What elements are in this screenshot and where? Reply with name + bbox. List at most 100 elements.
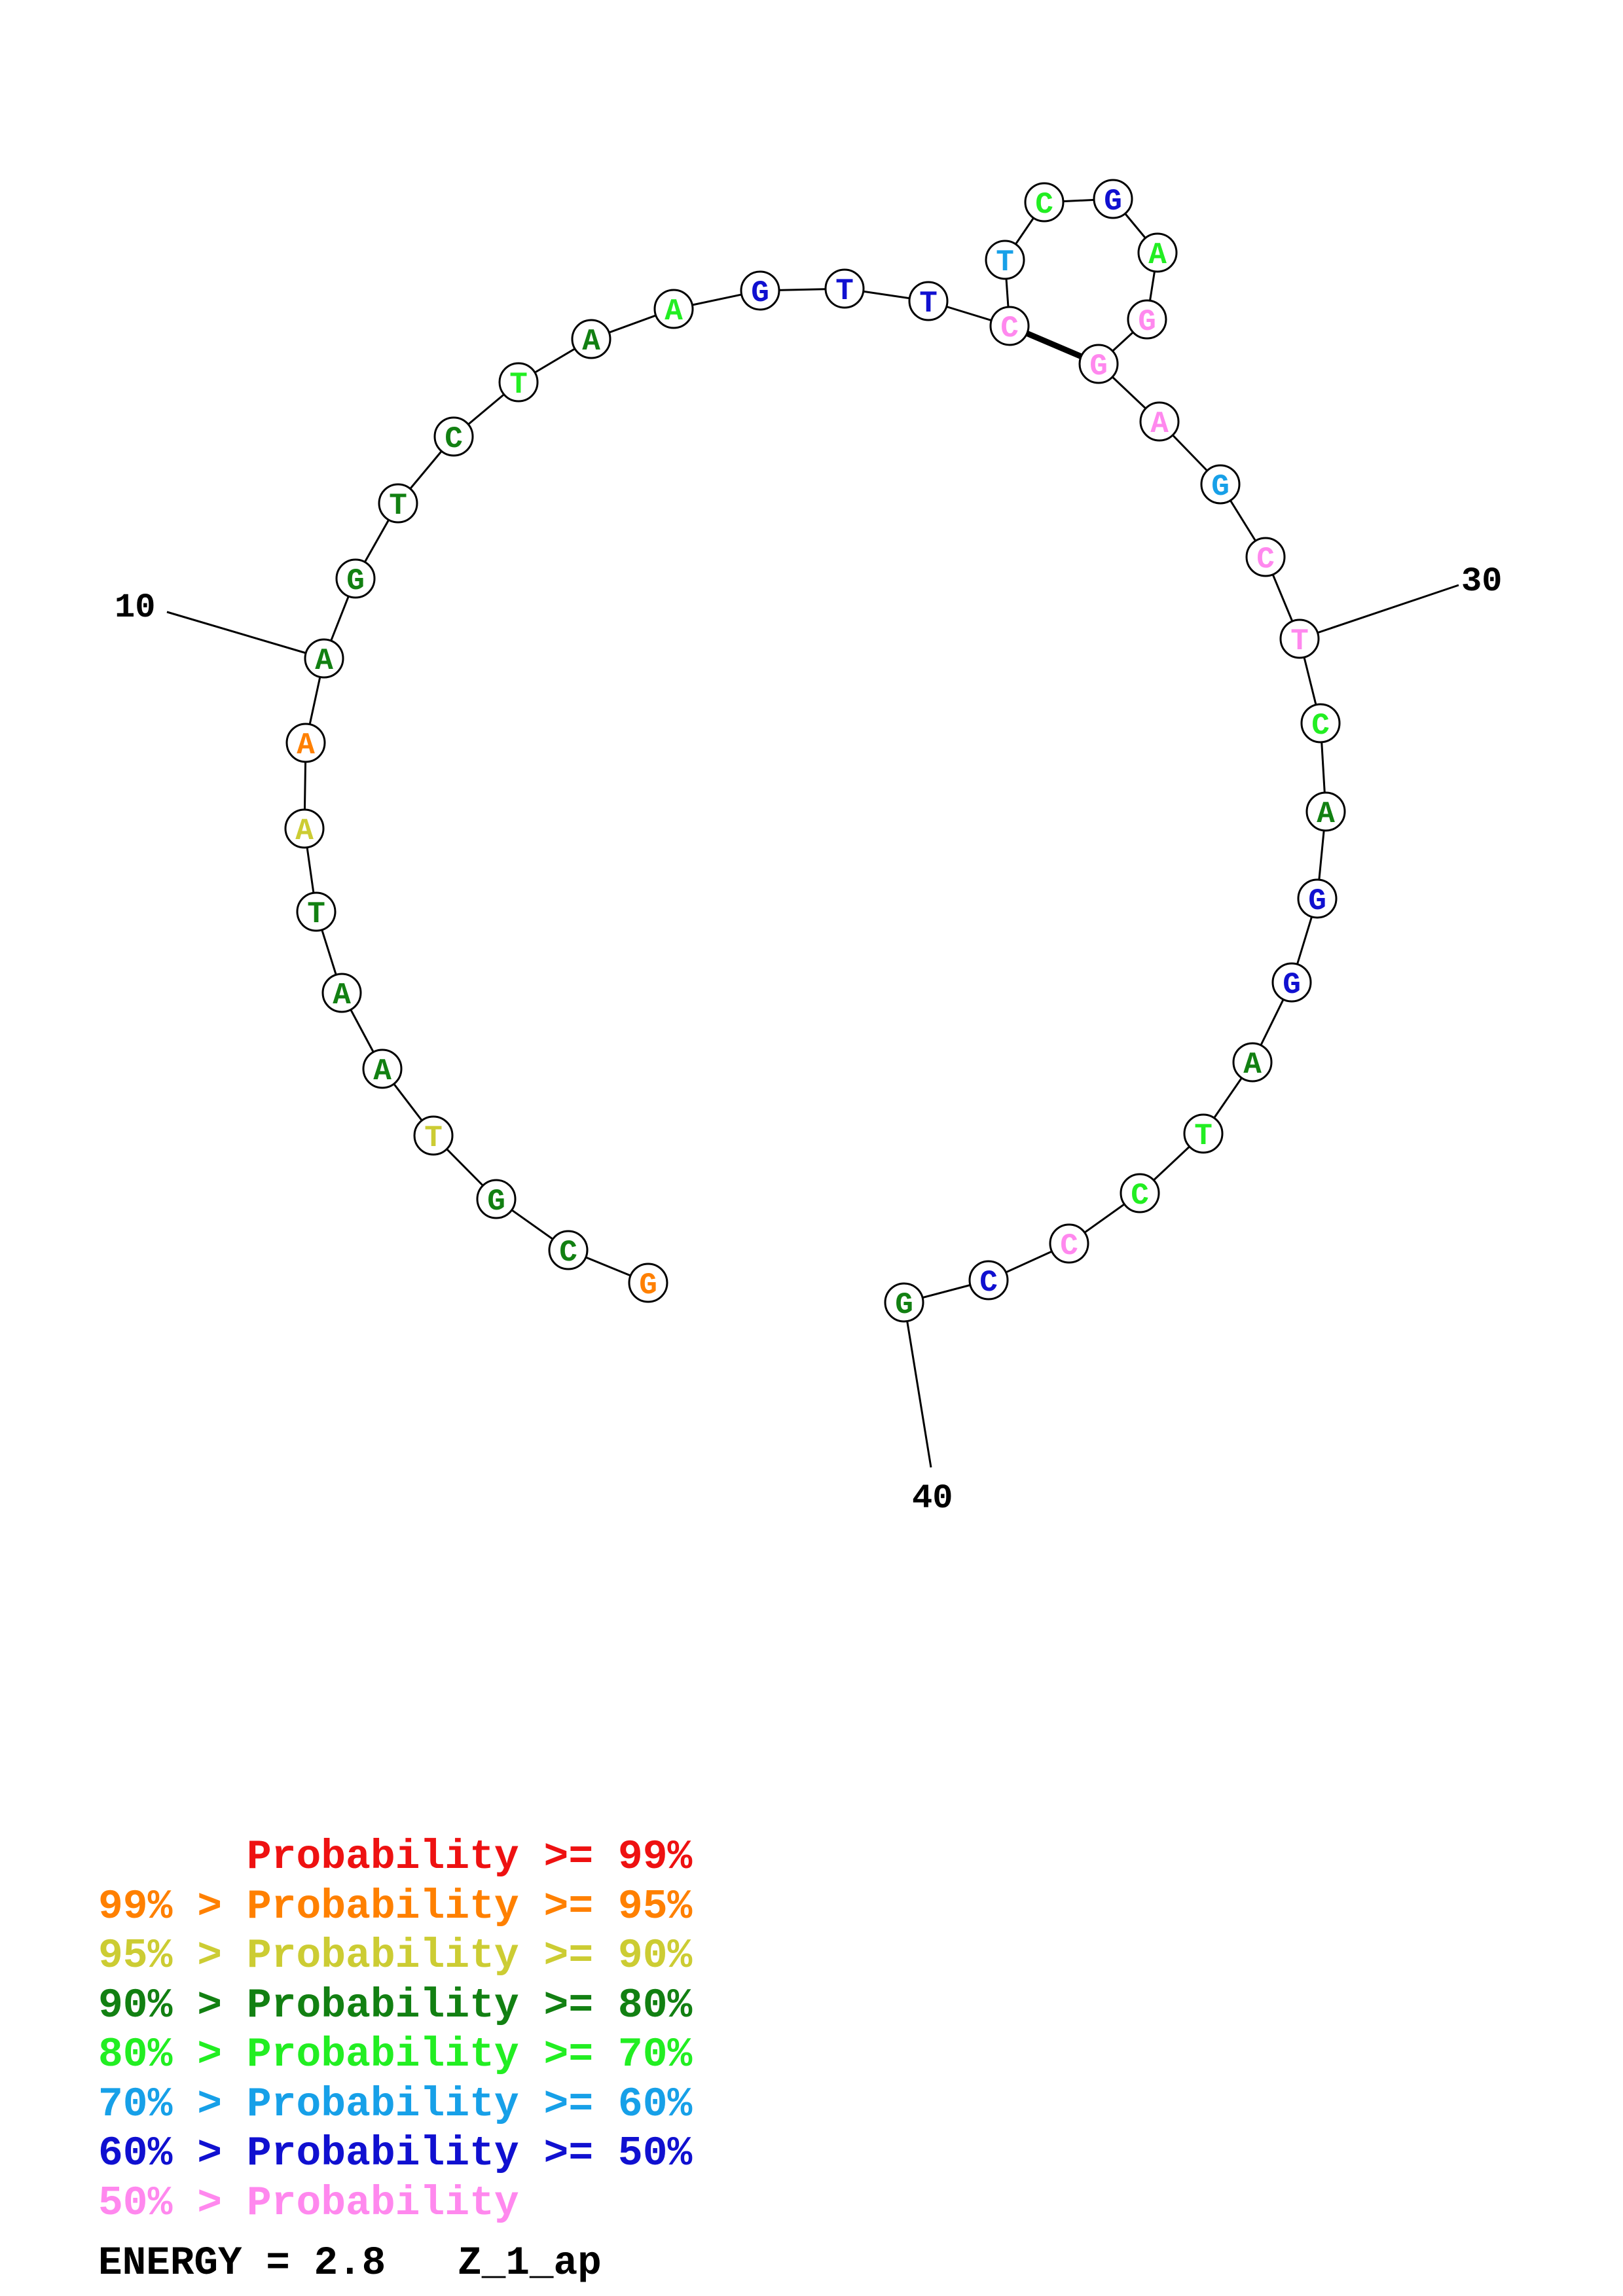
legend-line-95: 99% > Probability >= 95% — [98, 1883, 693, 1930]
nucleotide-3: G — [476, 1179, 517, 1219]
nucleotide-circle — [1139, 401, 1180, 442]
nucleotide-circle — [296, 891, 337, 932]
nucleotide-36: T — [1183, 1113, 1224, 1154]
nucleotide-letter: A — [1150, 407, 1169, 441]
nucleotide-25: G — [1127, 299, 1167, 340]
position-labels: 10 30 40 — [115, 562, 1502, 1518]
nucleotide-30: T — [1279, 619, 1320, 659]
nucleotide-16: A — [653, 289, 694, 329]
position-label-tick — [903, 1302, 932, 1468]
nucleotide-letter: C — [1060, 1229, 1078, 1263]
nucleotide-circle — [985, 240, 1025, 280]
nucleotide-24: A — [1137, 232, 1178, 273]
nucleotide-circle — [362, 1049, 403, 1089]
nucleotide-15: A — [571, 319, 611, 359]
nucleotide-6: A — [321, 973, 362, 1013]
nucleotide-circle — [1137, 232, 1178, 273]
nucleotide-letter: T — [1290, 624, 1309, 658]
nucleotide-33: G — [1297, 878, 1338, 919]
nucleotide-letter: G — [346, 564, 365, 598]
position-label-40: 40 — [912, 1479, 953, 1518]
legend-line-60: 70% > Probability >= 60% — [98, 2081, 693, 2128]
nucleotide-11: G — [335, 558, 376, 599]
nucleotide-35: A — [1232, 1042, 1273, 1083]
nucleotide-letter: T — [1194, 1119, 1213, 1153]
nucleotide-letter: C — [445, 422, 463, 456]
nucleotide-38: C — [1049, 1223, 1089, 1264]
nucleotide-letter: T — [307, 897, 325, 931]
nucleotide-circle — [1279, 619, 1320, 659]
nucleotide-circle — [884, 1282, 924, 1323]
nucleotide-circle — [1245, 537, 1286, 577]
nucleotide-letter: T — [919, 287, 938, 321]
nucleotide-27: A — [1139, 401, 1180, 442]
nucleotide-letter: A — [333, 978, 351, 1013]
structure-name: Z_1_ap — [458, 2241, 602, 2286]
nucleotide-letter: T — [389, 489, 407, 523]
legend-line-80: 90% > Probability >= 80% — [98, 1982, 693, 2029]
nucleotide-circle — [1232, 1042, 1273, 1083]
nucleotide-circle — [321, 973, 362, 1013]
nucleotide-letter: C — [1035, 188, 1053, 222]
nucleotide-20: C — [989, 306, 1030, 346]
position-label-30: 30 — [1461, 562, 1502, 601]
nucleotide-letter: C — [1311, 709, 1330, 743]
nucleotide-letter: G — [895, 1288, 913, 1322]
nucleotide-31: C — [1300, 703, 1341, 744]
nucleotide-circle — [335, 558, 376, 599]
nucleotide-39: C — [968, 1260, 1009, 1300]
nucleotide-40: G — [884, 1282, 924, 1323]
nucleotide-letter: T — [509, 368, 528, 402]
nucleotide-circle — [1183, 1113, 1224, 1154]
nucleotide-13: C — [433, 416, 474, 457]
nucleotide-circle — [571, 319, 611, 359]
nucleotide-letter: G — [1308, 884, 1326, 918]
nucleotide-23: G — [1093, 179, 1133, 219]
nucleotide-circle — [1127, 299, 1167, 340]
nucleotide-12: T — [378, 483, 418, 524]
nucleotide-letter: A — [373, 1054, 392, 1088]
nucleotide-circle — [1024, 182, 1065, 223]
nucleotide-letter: A — [1243, 1048, 1262, 1082]
position-label-10: 10 — [115, 588, 155, 627]
nucleotide-letter: G — [1211, 470, 1230, 504]
nucleotide-circle — [1297, 878, 1338, 919]
position-label-tick — [1299, 584, 1459, 640]
nucleotide-5: A — [362, 1049, 403, 1089]
nucleotide-26: G — [1078, 344, 1119, 384]
nucleotide-1: G — [628, 1263, 668, 1303]
nucleotide-letter: A — [582, 325, 600, 359]
nucleotide-circle — [989, 306, 1030, 346]
nucleotide-4: T — [413, 1115, 454, 1156]
nucleotide-circle — [653, 289, 694, 329]
nucleotide-37: C — [1120, 1173, 1160, 1213]
nucleotide-circle — [413, 1115, 454, 1156]
nucleotide-32: A — [1305, 791, 1346, 832]
nucleotide-letter: A — [665, 295, 683, 329]
legend-line-50: 60% > Probability >= 50% — [98, 2130, 693, 2177]
legend-line-90: 95% > Probability >= 90% — [98, 1933, 693, 1979]
nucleotide-circle — [908, 281, 949, 321]
nucleotide-8: A — [284, 808, 325, 849]
nucleotide-letter: G — [639, 1268, 657, 1302]
nucleotide-circle — [1049, 1223, 1089, 1264]
nucleotide-10: A — [304, 638, 344, 679]
nucleotide-letter: T — [424, 1121, 443, 1155]
nucleotide-letter: A — [295, 814, 314, 848]
nucleotide-circle — [1078, 344, 1119, 384]
nucleotide-letter: C — [1256, 543, 1275, 577]
nucleotide-letter: A — [1317, 797, 1335, 831]
nucleotide-letter: G — [1089, 350, 1108, 384]
nucleotide-circle — [740, 270, 780, 311]
nucleotide-14: T — [498, 362, 539, 403]
nucleotide-circle — [824, 268, 865, 309]
legend-line-below-50: 50% > Probability — [98, 2179, 519, 2227]
nucleotide-letter: A — [1148, 238, 1167, 272]
nucleotide-circle — [628, 1263, 668, 1303]
backbone-lines — [303, 198, 1327, 1304]
nucleotide-letter: G — [1104, 185, 1122, 219]
nucleotide-28: G — [1200, 464, 1241, 505]
nucleotide-circle — [1300, 703, 1341, 744]
